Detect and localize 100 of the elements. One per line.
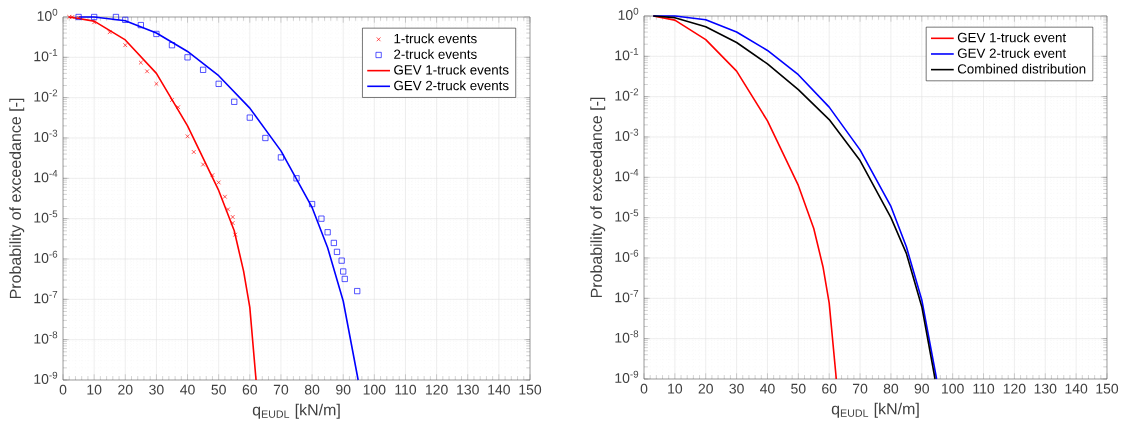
y-axis-title: Probability of exceedance [-] <box>590 97 606 298</box>
x-tick-label: 50 <box>211 384 226 395</box>
x-tick-label: 130 <box>457 384 479 395</box>
y-tick-label: 10$^{-6}$ <box>615 249 639 263</box>
x-tick-label: 0 <box>640 383 648 394</box>
y-tick-label: 10$^{-4}$ <box>34 170 58 183</box>
point <box>154 81 159 87</box>
legend-label: GEV 2-truck events <box>394 80 509 91</box>
x-tick-label: 30 <box>149 384 164 395</box>
point <box>184 54 191 61</box>
x-tick-label: 150 <box>1096 383 1119 394</box>
x-tick-label: 10 <box>668 383 683 394</box>
x-tick-label: 10 <box>87 384 102 395</box>
x-tick-label: 60 <box>242 384 258 395</box>
point <box>168 42 175 49</box>
point <box>210 172 215 178</box>
point <box>309 201 316 208</box>
x-tick-label: 80 <box>304 384 320 395</box>
point <box>293 175 300 182</box>
point <box>262 134 269 142</box>
point <box>215 80 222 87</box>
point <box>222 194 228 199</box>
point <box>137 22 144 29</box>
x-tick-label: 70 <box>852 383 868 394</box>
point <box>175 104 181 110</box>
point <box>246 114 253 121</box>
x-tick-label: 100 <box>942 383 964 394</box>
point <box>191 149 196 155</box>
x-tick-label: 110 <box>973 383 995 394</box>
y-tick-label: 10$^{-5}$ <box>615 209 639 222</box>
x-tick-label: 30 <box>729 383 744 394</box>
point <box>324 229 331 236</box>
point <box>107 29 112 35</box>
point <box>333 248 340 255</box>
point <box>340 268 347 275</box>
x-axis-title: q$_{EUDL}$ [kN/m] <box>831 402 919 418</box>
legend-label: GEV 1-truck events <box>394 64 509 75</box>
point <box>341 275 348 282</box>
x-tick-label: 0 <box>59 384 67 395</box>
x-tick-label: 120 <box>425 384 448 395</box>
x-tick-label: 20 <box>698 383 713 394</box>
x-tick-label: 60 <box>822 383 837 394</box>
x-tick-label: 50 <box>791 383 806 394</box>
point <box>277 154 284 161</box>
x-tick-label: 80 <box>883 383 899 394</box>
y-tick-label: 10$^{-2}$ <box>615 88 639 101</box>
x-tick-label: 120 <box>1003 383 1026 394</box>
point <box>123 42 128 48</box>
x-tick-label: 70 <box>273 384 289 395</box>
point <box>216 180 221 185</box>
y-tick-label: 10$^{-3}$ <box>615 128 639 142</box>
line-series <box>77 16 359 381</box>
point <box>153 30 160 37</box>
point <box>122 16 129 23</box>
legend-label: GEV 2-truck event <box>957 48 1067 58</box>
y-tick-label: 10$^{-1}$ <box>615 48 639 61</box>
x-tick-label: 40 <box>180 384 195 395</box>
x-tick-label: 140 <box>488 384 510 395</box>
point <box>225 207 231 212</box>
legend-label: 1-truck events <box>394 33 477 44</box>
point <box>169 97 175 103</box>
y-tick-label: 10$^{-7}$ <box>615 290 639 303</box>
legend-label: Combined distribution <box>957 63 1086 74</box>
y-tick-label: 10$^{-4}$ <box>615 169 639 182</box>
point <box>91 20 97 25</box>
y-tick-label: 10$^{0}$ <box>618 7 639 21</box>
y-tick-label: 10$^{-7}$ <box>34 291 58 304</box>
point <box>91 13 98 21</box>
point <box>230 220 235 226</box>
y-axis-title: Probability of exceedance [-] <box>9 98 25 299</box>
point <box>318 215 325 222</box>
point <box>112 13 119 21</box>
y-tick-label: 10$^{-1}$ <box>34 49 58 62</box>
x-tick-label: 130 <box>1034 383 1057 394</box>
y-tick-label: 10$^{-6}$ <box>34 250 58 264</box>
y-tick-label: 10$^{-3}$ <box>34 129 58 143</box>
point <box>338 257 345 264</box>
x-tick-label: 140 <box>1065 383 1088 394</box>
point <box>138 60 144 65</box>
point <box>230 214 235 220</box>
legend-label: GEV 1-truck event <box>957 32 1067 43</box>
y-tick-label: 10$^{-9}$ <box>34 371 58 385</box>
y-tick-label: 10$^{-2}$ <box>34 89 58 102</box>
point <box>330 239 337 246</box>
y-tick-label: 10$^{-9}$ <box>615 370 639 384</box>
point <box>354 288 361 295</box>
point <box>232 232 238 237</box>
point <box>144 69 150 74</box>
x-tick-label: 90 <box>336 384 351 395</box>
point <box>185 134 190 139</box>
y-tick-label: 10$^{0}$ <box>37 8 58 22</box>
x-axis-title: q$_{EUDL}$ [kN/m] <box>252 403 340 419</box>
y-tick-label: 10$^{-5}$ <box>34 210 58 223</box>
x-tick-label: 150 <box>519 384 542 395</box>
x-tick-label: 20 <box>118 384 133 395</box>
point <box>231 98 238 105</box>
x-tick-label: 90 <box>914 383 930 394</box>
x-tick-label: 110 <box>395 384 417 395</box>
y-tick-label: 10$^{-8}$ <box>615 330 639 343</box>
x-tick-label: 100 <box>363 384 386 395</box>
